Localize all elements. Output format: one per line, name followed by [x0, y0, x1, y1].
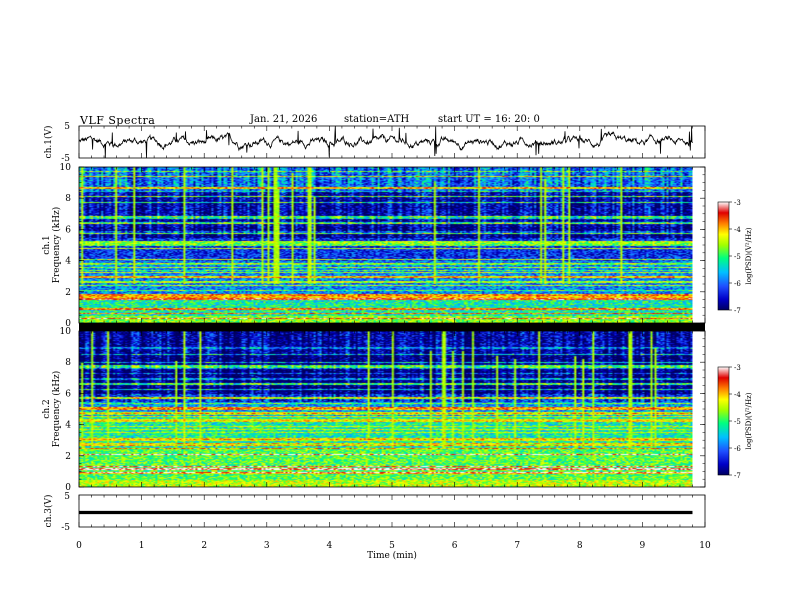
ch3-ytick-top: 5 [64, 492, 70, 502]
ch2-spectrogram-y-ticks: 0 2 4 6 8 10 [60, 327, 705, 493]
x-tick-label: 3 [264, 541, 270, 551]
colorbar-tick-label: -6 [734, 445, 741, 453]
date-label: Jan. 21, 2026 [250, 114, 318, 125]
ch1-ylabel: ch.1(V) [43, 126, 54, 159]
x-tick-label: 8 [577, 541, 583, 551]
start-time-label: start UT = 16: 20: 0 [438, 114, 540, 125]
ch1-spectrogram-panel: 0 2 4 6 8 10 ch.1 Frequency (kHz) [42, 163, 706, 329]
chart-title: VLF Spectra [80, 114, 156, 127]
y-tick-label: 0 [65, 483, 71, 493]
ch1-spectrogram-x-ticks [78, 167, 706, 323]
ch2-spectrogram-x-ticks [78, 331, 706, 487]
colorbar-tick-label: -7 [734, 307, 741, 315]
ch3-waveform-panel: 5 -5 ch.3(V) 0 1 2 3 4 5 6 7 8 9 10 Time (min) [43, 492, 711, 561]
x-tick-label: 10 [699, 541, 711, 551]
ch1-ylabel-frequency: Frequency (kHz) [51, 207, 62, 284]
y-tick-label: 10 [60, 163, 72, 173]
colorbar-tick-label: -4 [734, 226, 741, 234]
ch2-colorbar-ticks: -3 -4 -5 -6 -7 [729, 364, 741, 480]
colorbar-tick-label: -5 [734, 253, 741, 261]
y-tick-label: 6 [65, 389, 71, 399]
ch1-colorbar: -3 -4 -5 -6 -7 log(PSD)(V²/Hz) [717, 199, 753, 315]
ch3-ytick-bottom: -5 [61, 523, 70, 533]
ch1-ytick-bottom: -5 [61, 154, 70, 164]
x-tick-label: 4 [327, 541, 333, 551]
ch1-spectrogram-image [79, 167, 693, 323]
y-tick-label: 8 [65, 194, 71, 204]
ch2-colorbar-gradient [717, 366, 730, 476]
station-label: station=ATH [344, 114, 410, 125]
ch1-x-ticks [78, 126, 706, 158]
spectrogram-separator [79, 323, 705, 331]
ch1-ytick-top: 5 [64, 122, 70, 132]
ch2-colorbar-label: log(PSD)(V²/Hz) [745, 392, 753, 449]
x-tick-label: 7 [514, 541, 520, 551]
colorbar-tick-label: -6 [734, 280, 741, 288]
y-tick-label: 4 [65, 257, 71, 267]
ch2-ylabel-frequency: Frequency (kHz) [51, 371, 62, 448]
ch1-spectrogram-y-ticks: 0 2 4 6 8 10 [60, 163, 705, 329]
colorbar-tick-label: -4 [734, 391, 741, 399]
ch1-colorbar-ticks: -3 -4 -5 -6 -7 [729, 199, 741, 315]
ch1-colorbar-label: log(PSD)(V²/Hz) [745, 227, 753, 284]
ch1-ylabel-channel: ch.1 [42, 235, 52, 254]
ch1-waveform-panel: 5 -5 ch.1(V) [43, 122, 706, 164]
colorbar-tick-label: -5 [734, 418, 741, 426]
x-tick-label: 1 [139, 541, 145, 551]
colorbar-tick-label: -3 [734, 364, 741, 372]
ch3-ylabel: ch.3(V) [43, 495, 54, 528]
ch2-spectrogram-image [79, 331, 693, 487]
x-tick-label: 5 [389, 541, 395, 551]
x-tick-label: 6 [452, 541, 458, 551]
ch2-colorbar: -3 -4 -5 -6 -7 log(PSD)(V²/Hz) [717, 364, 753, 480]
x-tick-labels: 0 1 2 3 4 5 6 7 8 9 10 [76, 541, 711, 551]
ch3-x-ticks [78, 495, 706, 527]
ch2-ylabel-channel: ch.2 [42, 399, 52, 418]
ch2-spectrogram-panel: 0 2 4 6 8 10 ch.2 Frequency (kHz) [42, 327, 706, 493]
y-tick-label: 10 [60, 327, 72, 337]
x-tick-label: 0 [76, 541, 82, 551]
y-tick-label: 2 [65, 452, 71, 462]
colorbar-tick-label: -7 [734, 472, 741, 480]
x-tick-label: 2 [201, 541, 207, 551]
y-tick-label: 6 [65, 225, 71, 235]
colorbar-tick-label: -3 [734, 199, 741, 207]
x-axis-label: Time (min) [367, 550, 417, 561]
y-tick-label: 2 [65, 288, 71, 298]
ch1-colorbar-gradient [717, 201, 730, 311]
y-tick-label: 0 [65, 319, 71, 329]
y-tick-label: 8 [65, 358, 71, 368]
x-tick-label: 9 [640, 541, 646, 551]
y-tick-label: 4 [65, 421, 71, 431]
ch1-waveform-trace [78, 125, 693, 159]
